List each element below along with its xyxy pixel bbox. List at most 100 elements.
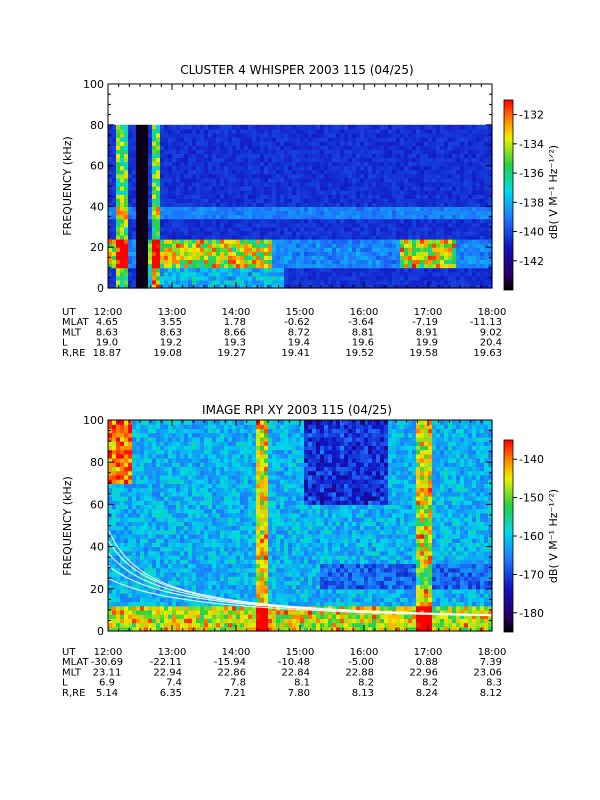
spectrogram-cell: [336, 234, 341, 240]
spectrogram-cell: [272, 194, 277, 199]
spectrogram-cell: [124, 550, 129, 556]
spectrogram-cell: [168, 198, 173, 203]
spectrogram-cell: [176, 533, 181, 539]
spectrogram-cell: [116, 247, 121, 252]
spectrogram-cell: [292, 271, 297, 277]
ephemeris-value: 19.3: [224, 338, 246, 349]
spectrogram-cell: [388, 283, 393, 289]
spectrogram-cell: [248, 210, 253, 216]
spectrogram-cell: [148, 234, 153, 240]
spectrogram-cell: [232, 218, 237, 224]
spectrogram-cell: [152, 259, 157, 265]
spectrogram-cell: [188, 226, 193, 232]
spectrogram-cell: [180, 512, 185, 518]
spectrogram-cell: [340, 202, 345, 207]
spectrogram-cell: [164, 495, 169, 501]
spectrogram-cell: [264, 222, 269, 228]
spectrogram-cell: [200, 194, 205, 199]
spectrogram-cell: [284, 210, 289, 216]
colorbar: [503, 99, 514, 291]
spectrogram-cell: [248, 243, 253, 248]
spectrogram-cell: [392, 177, 397, 183]
spectrogram-cell: [476, 243, 481, 248]
spectrogram-cell: [124, 279, 129, 285]
spectrogram-cell: [344, 202, 349, 207]
spectrogram-cell: [120, 206, 125, 212]
spectrogram-cell: [448, 218, 453, 224]
spectrogram-cell: [148, 177, 153, 183]
spectrogram-cell: [484, 218, 489, 224]
spectrogram-cell: [352, 202, 357, 207]
spectrogram-cell: [312, 165, 317, 171]
spectrogram-cell: [128, 132, 133, 138]
spectrogram-cell: [396, 267, 401, 273]
spectrogram-cell: [160, 483, 165, 489]
spectrogram-cell: [112, 214, 117, 220]
spectrogram-cell: [288, 157, 293, 163]
spectrogram-cell: [256, 239, 261, 244]
spectrogram-cell: [248, 206, 253, 212]
spectrogram-cell: [260, 263, 265, 269]
spectrogram-cell: [216, 202, 221, 207]
spectrogram-cell: [152, 157, 157, 163]
spectrogram-cell: [324, 141, 329, 146]
spectrogram-cell: [184, 230, 189, 236]
spectrogram-cell: [328, 173, 333, 179]
spectrogram-cell: [248, 198, 253, 203]
spectrogram-cell: [400, 177, 405, 183]
spectrogram-cell: [212, 267, 217, 273]
spectrogram-cell: [224, 137, 229, 142]
spectrogram-cell: [160, 588, 165, 594]
spectrogram-cell: [384, 243, 389, 248]
spectrogram-cell: [292, 149, 297, 154]
spectrogram-cell: [172, 226, 177, 232]
spectrogram-cell: [300, 181, 305, 187]
spectrogram-cell: [180, 194, 185, 199]
spectrogram-cell: [460, 271, 465, 277]
spectrogram-cell: [228, 230, 233, 236]
spectrogram-cell: [380, 279, 385, 285]
spectrogram-cell: [464, 194, 469, 199]
spectrogram-cell: [404, 128, 409, 134]
spectrogram-cell: [408, 198, 413, 203]
spectrogram-cell: [416, 124, 421, 130]
spectrogram-cell: [288, 202, 293, 207]
spectrogram-cell: [456, 251, 461, 256]
spectrogram-cell: [420, 226, 425, 232]
spectrogram-cell: [120, 165, 125, 171]
spectrogram-cell: [152, 559, 157, 565]
spectrogram-cell: [128, 210, 133, 216]
spectrogram-cell: [416, 128, 421, 134]
spectrogram-cell: [152, 190, 157, 195]
spectrogram-cell: [328, 153, 333, 159]
spectrogram-cell: [384, 161, 389, 167]
spectrogram-cell: [192, 149, 197, 154]
spectrogram-cell: [188, 186, 193, 191]
spectrogram-cell: [108, 145, 113, 150]
spectrogram-cell: [232, 283, 237, 289]
spectrogram-cell: [452, 206, 457, 212]
spectrogram-cell: [340, 132, 345, 138]
spectrogram-cell: [236, 267, 241, 273]
spectrogram-cell: [468, 247, 473, 252]
spectrogram-cell: [304, 169, 309, 175]
spectrogram-cell: [372, 271, 377, 277]
spectrogram-cell: [284, 214, 289, 220]
spectrogram-cell: [344, 218, 349, 224]
spectrogram-cell: [488, 279, 493, 285]
spectrogram-cell: [128, 449, 133, 455]
spectrogram-cell: [428, 124, 433, 130]
spectrogram-cell: [112, 597, 117, 603]
spectrogram-cell: [440, 153, 445, 159]
spectrogram-cell: [204, 157, 209, 163]
spectrogram-cell: [200, 165, 205, 171]
spectrogram-cell: [420, 177, 425, 183]
spectrogram-cell: [288, 186, 293, 191]
spectrogram-cell: [156, 521, 161, 527]
spectrogram-cell: [176, 259, 181, 265]
spectrogram-cell: [220, 263, 225, 269]
spectrogram-cell: [144, 479, 149, 484]
spectrogram-cell: [112, 622, 117, 628]
spectrogram-cell: [140, 157, 145, 163]
spectrogram-cell: [216, 173, 221, 179]
